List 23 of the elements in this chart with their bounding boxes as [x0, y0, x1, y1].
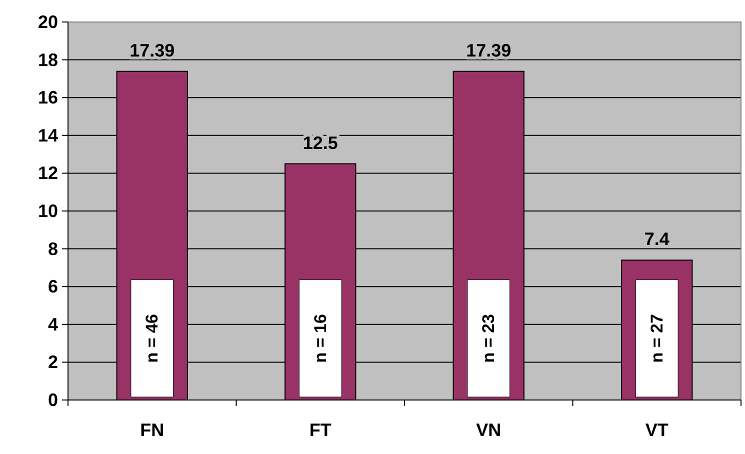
annotation: n = 16	[310, 314, 330, 363]
x-tick-label: VT	[645, 420, 668, 440]
y-tick-label: 16	[38, 88, 58, 108]
y-tick-label: 20	[38, 12, 58, 32]
x-tick-label: FN	[140, 420, 164, 440]
y-tick-label: 4	[48, 314, 58, 334]
y-tick-label: 10	[38, 201, 58, 221]
y-tick-label: 12	[38, 163, 58, 184]
data-label: 17.39	[130, 40, 175, 60]
annotation: n = 23	[479, 314, 498, 363]
annotation: n = 46	[142, 314, 162, 363]
data-label: 7.4	[644, 229, 670, 250]
y-tick-label: 0	[48, 390, 58, 410]
y-tick-label: 6	[48, 276, 58, 297]
y-tick-label: 18	[38, 50, 58, 70]
x-tick-label: FT	[309, 420, 332, 440]
data-label: 17.39	[466, 40, 512, 60]
y-tick-label: 8	[48, 238, 58, 259]
y-tick-label: 14	[38, 125, 58, 146]
y-tick-label: 2	[48, 352, 58, 372]
x-tick-label: VN	[476, 420, 502, 440]
annotation: n = 27	[647, 314, 666, 363]
data-label: 12.5	[302, 132, 338, 153]
